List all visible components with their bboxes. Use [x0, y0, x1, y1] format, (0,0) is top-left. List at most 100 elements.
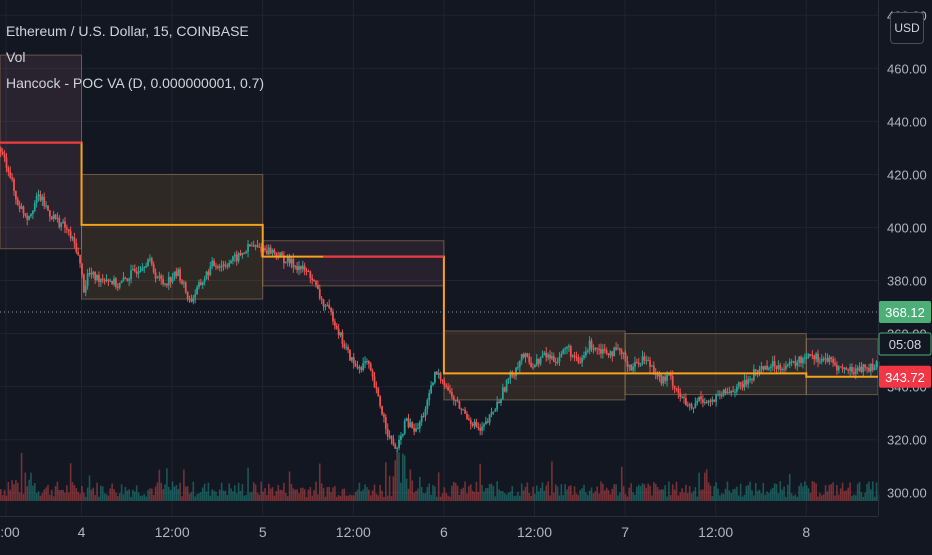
candle-body: [715, 394, 718, 402]
volume-bar: [456, 485, 459, 501]
candle-body: [698, 396, 701, 401]
symbol-title[interactable]: Ethereum / U.S. Dollar, 15, COINBASE: [6, 23, 249, 39]
volume-bar: [292, 488, 295, 501]
volume-indicator-label[interactable]: Vol: [6, 49, 26, 65]
candle-body: [752, 369, 755, 380]
volume-bar: [609, 494, 612, 501]
candle-body: [326, 304, 329, 306]
volume-bar: [502, 491, 504, 501]
volume-bar: [222, 490, 225, 501]
candle-body: [528, 356, 531, 363]
candle-body: [69, 231, 72, 239]
volume-bar: [605, 487, 608, 501]
candle-body: [271, 250, 274, 254]
candle-body: [360, 367, 363, 370]
candle-body: [82, 274, 85, 293]
volume-bar: [741, 496, 744, 501]
candle-body: [473, 421, 476, 426]
volume-bar: [643, 484, 646, 501]
candle-body: [445, 385, 448, 387]
volume-bar: [664, 485, 666, 501]
volume-bar: [468, 486, 470, 501]
volume-bar: [3, 489, 6, 501]
candle-body: [479, 428, 482, 431]
candle-body: [143, 267, 146, 269]
volume-bar: [30, 472, 32, 501]
candle-body: [701, 399, 704, 403]
candle-body: [637, 362, 640, 365]
candle-body: [843, 367, 846, 369]
volume-bar: [645, 487, 648, 501]
volume-bar: [94, 494, 96, 501]
volume-bar: [573, 486, 576, 501]
candle-body: [464, 409, 466, 414]
volume-bar: [481, 484, 483, 501]
volume-series: [0, 450, 880, 501]
candle-body: [160, 275, 163, 280]
volume-bar: [794, 494, 797, 501]
volume-bar: [326, 487, 329, 501]
volume-bar: [162, 489, 164, 501]
candle-body: [84, 285, 87, 293]
volume-bar: [66, 485, 68, 501]
candle-body: [756, 370, 759, 373]
volume-bar: [332, 487, 334, 501]
volume-bar: [771, 487, 774, 501]
candle-body: [783, 368, 785, 370]
candle-body: [24, 213, 27, 216]
volume-bar: [651, 495, 653, 501]
candle-body: [513, 375, 516, 377]
candle-body: [652, 365, 655, 373]
candle-body: [64, 221, 66, 228]
candle-body: [852, 372, 855, 374]
candle-body: [535, 358, 538, 366]
candle-body: [43, 196, 46, 206]
currency-button[interactable]: USD: [890, 12, 924, 44]
candle-body: [358, 367, 361, 369]
candle-body: [400, 435, 402, 440]
volume-bar: [28, 479, 30, 501]
candle-body: [273, 250, 276, 253]
candle-body: [79, 254, 81, 264]
volume-bar: [437, 472, 440, 501]
candle-body: [515, 367, 517, 376]
volume-bar: [685, 484, 687, 501]
volume-bar: [143, 494, 146, 501]
volume-bar: [698, 472, 700, 501]
candle-body: [673, 385, 676, 389]
price-axis-tick-label: 460.00: [887, 61, 927, 76]
poc-indicator-label[interactable]: Hancock - POC VA (D, 0.000000001, 0.7): [6, 75, 265, 91]
candle-body: [864, 364, 867, 368]
candle-body: [184, 282, 187, 292]
volume-bar: [315, 481, 317, 501]
candle-body: [354, 363, 357, 367]
volume-bar: [464, 481, 466, 501]
chart-legend: Ethereum / U.S. Dollar, 15, COINBASE Vol…: [6, 18, 264, 96]
candle-body: [834, 362, 836, 365]
volume-bar: [386, 495, 389, 501]
candle-body: [469, 420, 472, 424]
candle-body: [450, 392, 453, 397]
candle-body: [162, 279, 165, 284]
candle-body: [320, 298, 323, 300]
volume-bar: [728, 490, 731, 501]
candle-body: [639, 363, 642, 365]
volume-bar: [594, 491, 597, 501]
volume-bar: [860, 492, 863, 501]
volume-bar: [186, 486, 189, 501]
candle-body: [118, 283, 121, 288]
candle-body: [215, 265, 217, 267]
volume-bar: [132, 489, 134, 501]
candle-body: [562, 349, 565, 355]
volume-bar: [477, 491, 480, 501]
candle-body: [567, 345, 570, 348]
time-axis-tick-label: 8: [802, 524, 810, 540]
candle-body: [745, 380, 748, 385]
volume-bar: [449, 496, 451, 501]
candle-body: [734, 391, 736, 393]
candle-body: [62, 221, 64, 224]
candle-body: [811, 355, 814, 357]
candle-body: [235, 254, 238, 262]
